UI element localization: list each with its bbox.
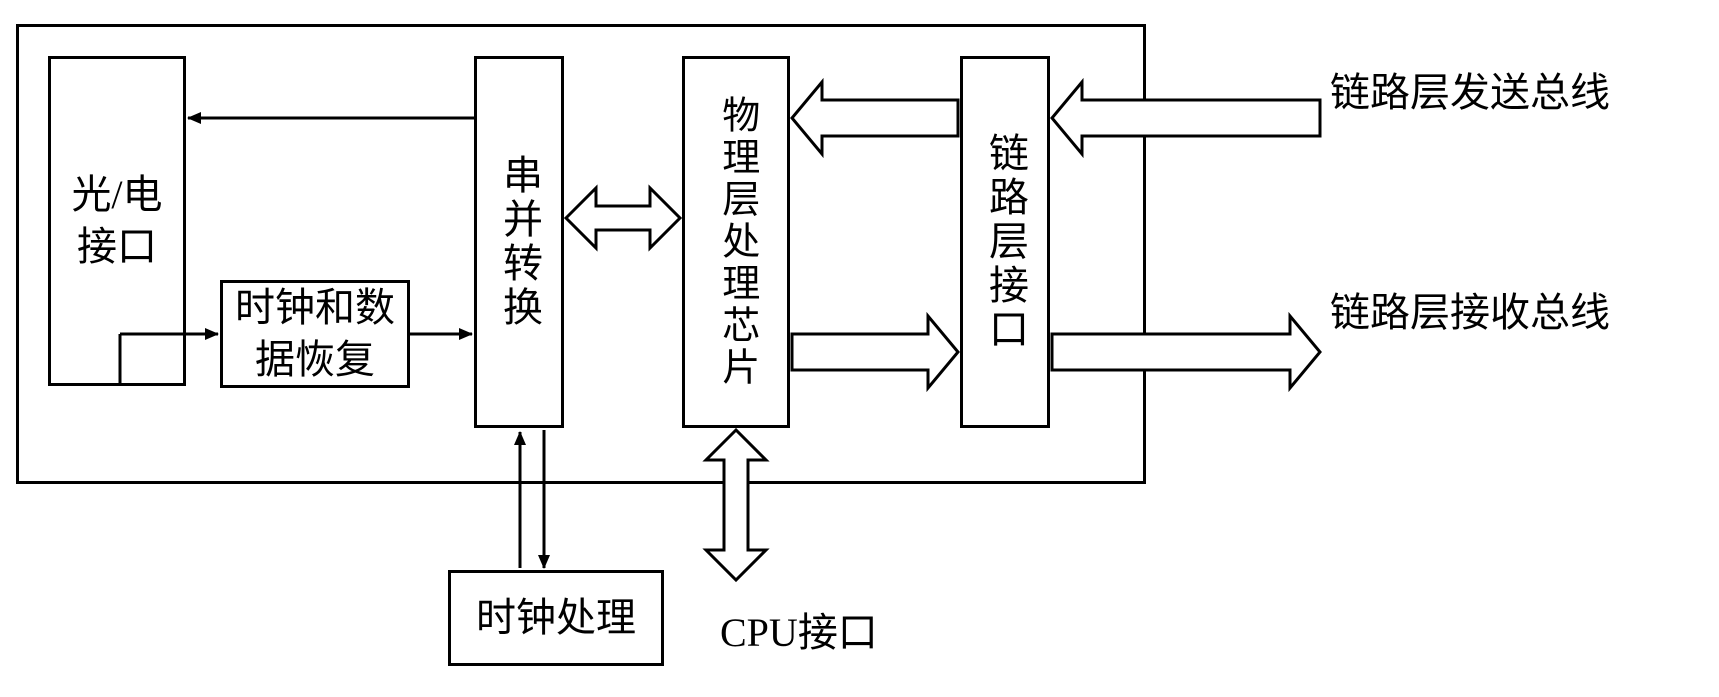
label-link-rx-bus: 链路层接收总线: [1330, 280, 1610, 338]
block-clock-processing: 时钟处理: [448, 570, 664, 666]
block-optical-electrical-interface: 光/电接口: [48, 56, 186, 386]
block-label: 时钟处理: [476, 592, 636, 644]
block-label: 串并转换: [493, 154, 545, 330]
block-label: 时钟和数据恢复: [235, 282, 395, 386]
block-diagram: 光/电接口 时钟和数据恢复 串并转换 物理层处理芯片 链路层接口 时钟处理 链路…: [0, 0, 1719, 697]
label-link-tx-bus: 链路层发送总线: [1330, 60, 1610, 118]
block-serial-parallel-conversion: 串并转换: [474, 56, 564, 428]
label-cpu-interface: CPU接口: [720, 600, 878, 658]
block-label: 链路层接口: [979, 132, 1031, 352]
block-link-layer-interface: 链路层接口: [960, 56, 1050, 428]
block-label: 物理层处理芯片: [711, 95, 760, 389]
block-label: 光/电接口: [71, 169, 162, 273]
block-physical-layer-chip: 物理层处理芯片: [682, 56, 790, 428]
block-clock-data-recovery: 时钟和数据恢复: [220, 280, 410, 388]
